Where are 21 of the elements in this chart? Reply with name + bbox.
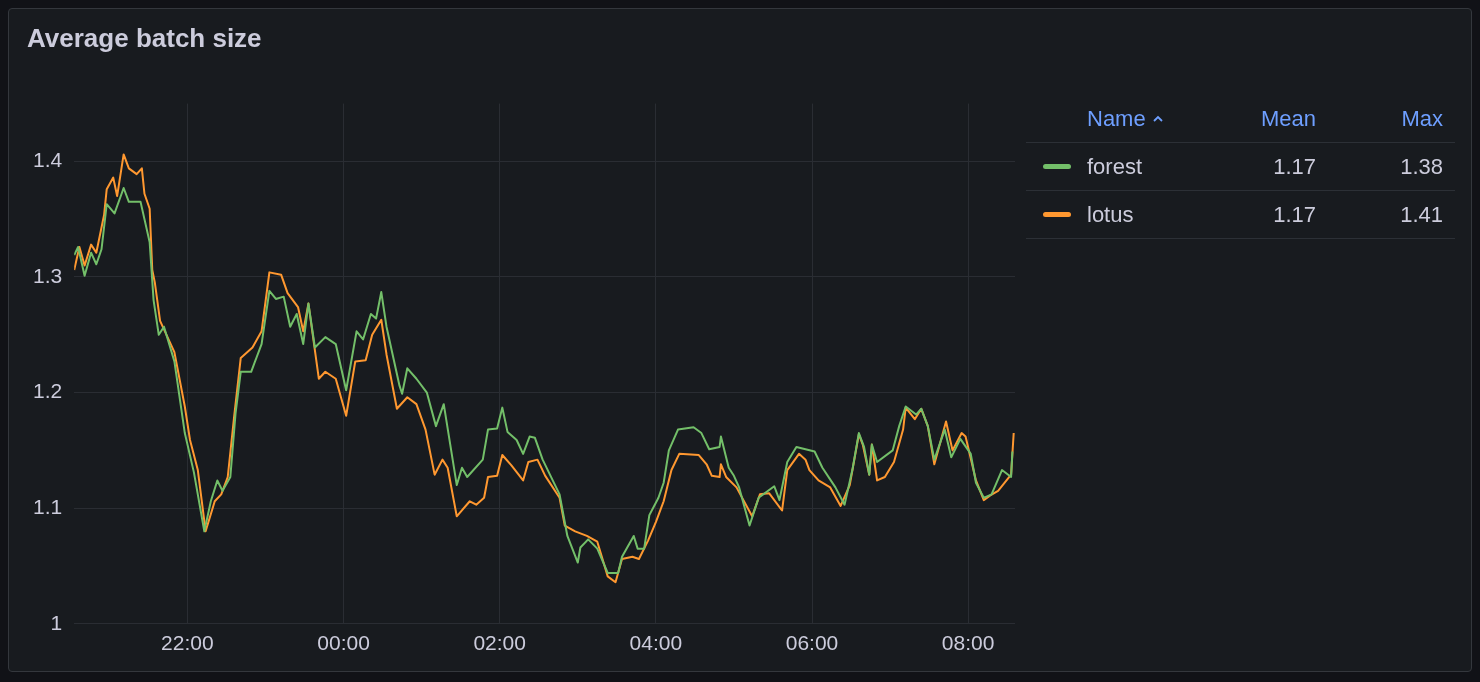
legend-label: forest — [1087, 153, 1143, 180]
x-tick-label: 02:00 — [473, 631, 526, 655]
y-tick-label: 1.1 — [32, 495, 63, 518]
y-tick-label: 1.3 — [32, 263, 63, 287]
x-tick-label: 06:00 — [785, 631, 839, 655]
y-tick-label: 1 — [50, 610, 63, 634]
chart-title: Average batch size — [27, 23, 262, 54]
y-tick-label: 1.2 — [32, 379, 63, 403]
text: Max — [1400, 105, 1444, 132]
text: 1.41 — [1399, 201, 1444, 228]
legend-title: Name — [1087, 105, 1147, 132]
x-tick-label: 04:00 — [629, 631, 683, 655]
legend-label: lotus — [1087, 201, 1134, 228]
x-tick-label: 00:00 — [317, 631, 370, 655]
text: 1.17 — [1272, 153, 1316, 180]
y-tick-label: 1.4 — [32, 148, 63, 172]
text: 1.17 — [1272, 201, 1316, 228]
x-tick-label: 22:00 — [161, 631, 214, 655]
text: 1.38 — [1399, 153, 1444, 180]
x-tick-label: 08:00 — [941, 631, 995, 655]
text: Mean — [1259, 105, 1316, 132]
